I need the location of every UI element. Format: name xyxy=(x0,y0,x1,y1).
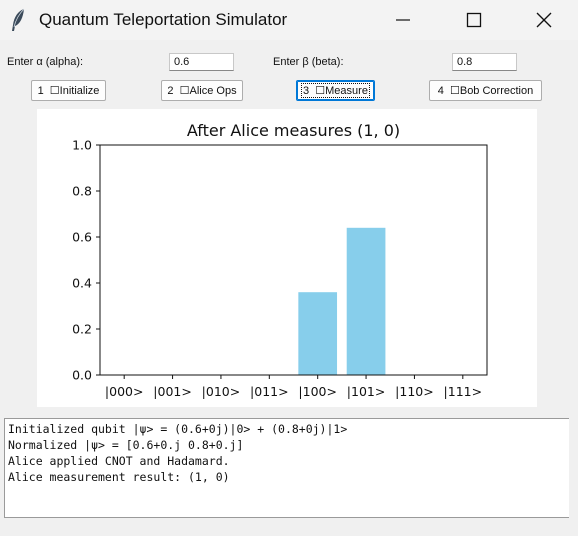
bar-100 xyxy=(298,292,337,375)
x-tick-label: |110> xyxy=(395,384,434,399)
x-tick-label: |101> xyxy=(347,384,386,399)
feather-icon xyxy=(9,8,29,32)
minimize-button[interactable] xyxy=(380,0,426,40)
x-tick-label: |011> xyxy=(250,384,289,399)
x-tick-label: |111> xyxy=(444,384,483,399)
title-bar[interactable]: Quantum Teleportation Simulator xyxy=(0,0,578,40)
alpha-label: Enter α (alpha): xyxy=(7,56,83,68)
y-tick-label: 0.6 xyxy=(72,230,92,245)
alpha-input[interactable]: 0.6 xyxy=(169,53,234,71)
bar-101 xyxy=(347,228,386,375)
log-line: Normalized |ψ> = [0.6+0.j 0.8+0.j] xyxy=(8,437,566,453)
initialize-button-label: 1 ☐Initialize xyxy=(38,84,100,97)
y-tick-label: 1.0 xyxy=(72,138,92,153)
close-button[interactable] xyxy=(521,0,567,40)
y-tick-label: 0.8 xyxy=(72,184,92,199)
beta-label: Enter β (beta): xyxy=(273,56,344,68)
beta-input[interactable]: 0.8 xyxy=(452,53,517,71)
y-tick-label: 0.0 xyxy=(72,368,92,383)
minimize-icon xyxy=(395,12,411,28)
x-tick-label: |100> xyxy=(298,384,337,399)
initialize-button[interactable]: 1 ☐Initialize xyxy=(31,80,106,101)
chart-svg: After Alice measures (1, 0) 0.0 0.2 0.4 0.6 0… xyxy=(37,109,537,407)
maximize-icon xyxy=(466,12,482,28)
alice-ops-button[interactable]: 2 ☐Alice Ops xyxy=(161,80,243,101)
close-icon xyxy=(536,12,552,28)
bob-correction-button[interactable]: 4 ☐Bob Correction xyxy=(429,80,542,101)
alice-ops-button-label: 2 ☐Alice Ops xyxy=(167,84,236,97)
x-tick-label: |010> xyxy=(202,384,241,399)
bob-correction-button-label: 4 ☐Bob Correction xyxy=(438,84,533,97)
y-tick-label: 0.4 xyxy=(72,276,92,291)
chart-title: After Alice measures (1, 0) xyxy=(187,121,400,140)
y-tick-label: 0.2 xyxy=(72,322,92,337)
output-log[interactable]: Initialized qubit |ψ> = (0.6+0j)|0> + (0… xyxy=(4,418,569,518)
log-line: Initialized qubit |ψ> = (0.6+0j)|0> + (0… xyxy=(8,421,566,437)
measure-button[interactable]: 3 ☐Measure xyxy=(296,80,375,101)
probability-chart: After Alice measures (1, 0) 0.0 0.2 0.4 0.6 0… xyxy=(37,109,537,407)
x-tick-label: |000> xyxy=(105,384,144,399)
x-tick-label: |001> xyxy=(153,384,192,399)
maximize-button[interactable] xyxy=(451,0,497,40)
measure-button-label: 3 ☐Measure xyxy=(302,84,369,97)
window-title: Quantum Teleportation Simulator xyxy=(39,10,287,30)
plot-frame xyxy=(100,145,487,375)
log-line: Alice applied CNOT and Hadamard. xyxy=(8,453,566,469)
log-line: Alice measurement result: (1, 0) xyxy=(8,469,566,485)
